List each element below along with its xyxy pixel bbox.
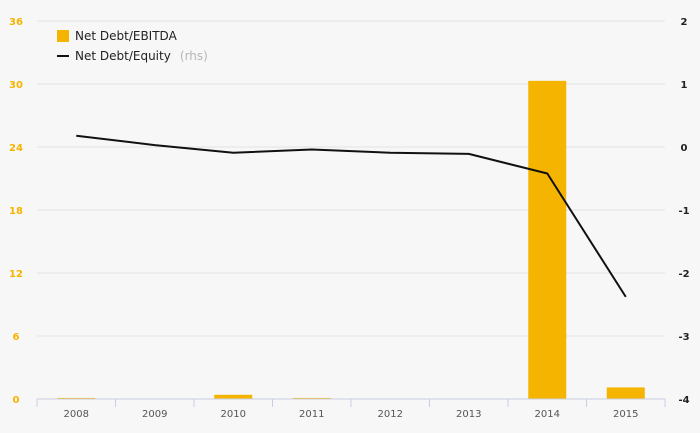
legend-swatch-net-debt-ebitda [57, 30, 69, 42]
legend: Net Debt/EBITDA Net Debt/Equity (rhs) [57, 29, 208, 64]
legend-label-net-debt-ebitda: Net Debt/EBITDA [75, 29, 178, 43]
x-tick-label: 2014 [535, 409, 560, 420]
grid-lines [37, 20, 665, 337]
y-left-tick-label: 36 [9, 17, 23, 28]
bar [528, 80, 567, 399]
y-right-tick-label: -1 [678, 206, 689, 217]
svg-text:Net Debt/Equity (rhs): Net Debt/Equity (rhs) [75, 45, 208, 64]
series-line [76, 134, 627, 298]
x-tick-label: 2008 [64, 409, 89, 420]
x-tick-label: 2011 [299, 409, 324, 420]
y-right-tick-label: 0 [681, 143, 688, 154]
x-tick-label: 2015 [613, 409, 638, 420]
x-tick-label: 2010 [221, 409, 246, 420]
y-right-tick-label: -3 [678, 332, 689, 343]
legend-label-rhs: (rhs) [180, 49, 208, 63]
line-series-net-debt-equity [76, 134, 627, 298]
bar [57, 397, 96, 399]
y-left-tick-label: 30 [9, 80, 23, 91]
y-right-tick-label: -2 [678, 269, 689, 280]
bar [214, 394, 253, 399]
y-left-tick-label: 12 [9, 269, 23, 280]
bar-series-net-debt-ebitda [57, 80, 645, 399]
y-right-tick-label: 2 [681, 17, 688, 28]
y-left-tick-label: 0 [13, 395, 20, 406]
x-tick-label: 2013 [456, 409, 481, 420]
y-left-tick-label: 24 [9, 143, 23, 154]
y-right-tick-label: 1 [681, 80, 688, 91]
x-tick-label: 2009 [142, 409, 167, 420]
y-left-tick-label: 6 [13, 332, 20, 343]
bar [292, 397, 331, 399]
y-right-tick-label: -4 [678, 395, 689, 406]
legend-label-net-debt-equity: Net Debt/Equity [75, 49, 171, 63]
x-tick-label: 2012 [378, 409, 403, 420]
bar [606, 387, 645, 399]
y-left-tick-label: 18 [9, 206, 23, 217]
